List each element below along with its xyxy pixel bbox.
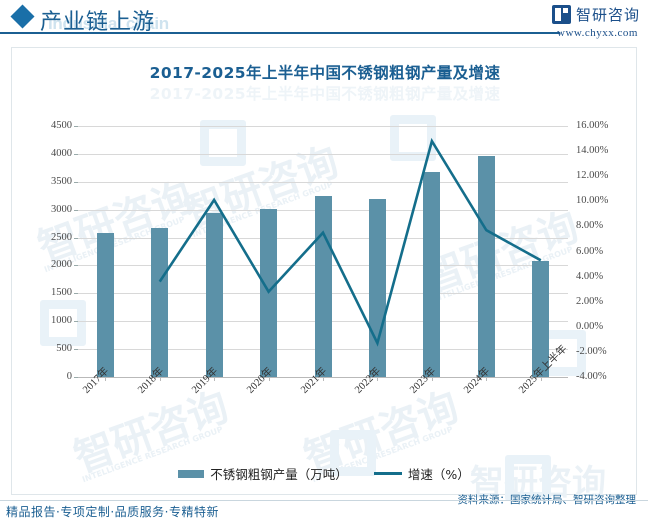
diamond-icon [10,4,35,29]
page-title: 产业链上游 [40,10,156,35]
header-divider [0,32,560,34]
chart-legend: 不锈钢粗钢产量（万吨） 增速（%） [0,464,648,483]
legend-item-line[interactable]: 增速（%） [373,464,470,483]
legend-label-line: 增速（%） [407,467,470,482]
brand-logo: 智研咨询 [551,4,640,25]
brand-logo-icon [551,5,571,24]
footer-divider [0,500,648,501]
footer-tagline: 精品报告·专项定制·品质服务·专精特新 [6,505,219,519]
chart-title-watermark: 2017-2025年上半年中国不锈钢粗钢产量及增速 [149,85,501,103]
legend-swatch-bar-icon [178,469,205,478]
page-header: Industrial chain 产业链上游 智研咨询 www.chyxx.co… [0,0,648,47]
brand-url: www.chyxx.com [557,27,638,39]
legend-item-bar[interactable]: 不锈钢粗钢产量（万吨） [178,464,348,483]
brand-logo-label: 智研咨询 [575,6,640,24]
legend-label-bar: 不锈钢粗钢产量（万吨） [210,467,348,482]
chart-card: 2017-2025年上半年中国不锈钢粗钢产量及增速 2017-2025年上半年中… [11,47,637,495]
chart-title: 2017-2025年上半年中国不锈钢粗钢产量及增速 [149,64,501,82]
legend-swatch-line-icon [373,472,402,475]
